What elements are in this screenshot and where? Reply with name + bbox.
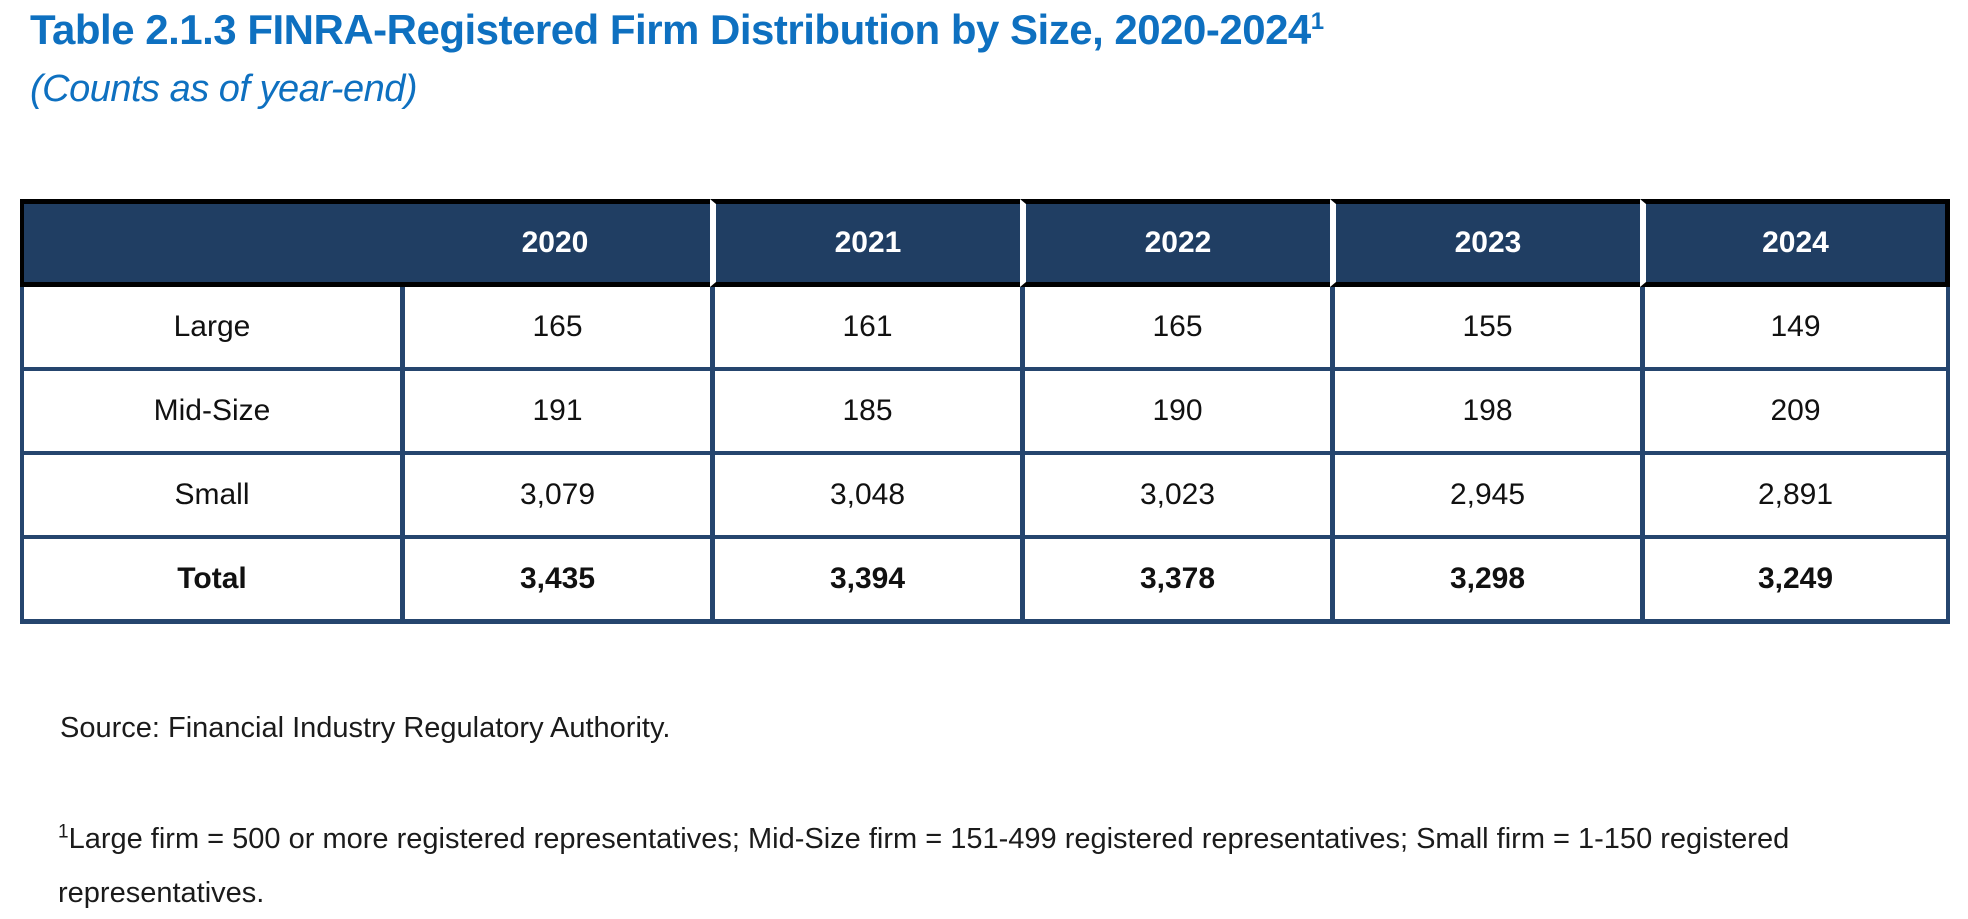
cell: 190	[1020, 371, 1330, 456]
column-header-2022: 2022	[1020, 199, 1330, 288]
cell: 2,891	[1640, 455, 1950, 540]
cell: 3,378	[1020, 539, 1330, 625]
cell: 3,079	[400, 455, 710, 540]
source-note: Source: Financial Industry Regulatory Au…	[60, 712, 671, 745]
cell: 191	[400, 371, 710, 456]
row-label: Large	[20, 287, 400, 372]
cell: 3,249	[1640, 539, 1950, 625]
corner-cell	[20, 199, 400, 288]
row-label: Mid-Size	[20, 371, 400, 456]
table-row-large: Large 165 161 165 155 149	[20, 287, 1950, 372]
cell: 3,023	[1020, 455, 1330, 540]
cell: 3,298	[1330, 539, 1640, 625]
cell: 198	[1330, 371, 1640, 456]
cell: 165	[400, 287, 710, 372]
page-title: Table 2.1.3 FINRA-Registered Firm Distri…	[30, 6, 1968, 54]
cell: 155	[1330, 287, 1640, 372]
cell: 2,945	[1330, 455, 1640, 540]
table-row-mid-size: Mid-Size 191 185 190 198 209	[20, 371, 1950, 456]
table-header-row: 2020 2021 2022 2023 2024	[20, 199, 1950, 288]
cell: 161	[710, 287, 1020, 372]
column-header-2024: 2024	[1640, 199, 1950, 288]
firm-distribution-table: 2020 2021 2022 2023 2024 Large 165 161 1…	[20, 199, 1950, 625]
table-row-small: Small 3,079 3,048 3,023 2,945 2,891	[20, 455, 1950, 540]
column-header-2021: 2021	[710, 199, 1020, 288]
page-subtitle: (Counts as of year-end)	[30, 68, 418, 111]
cell: 149	[1640, 287, 1950, 372]
title-footnote-marker: 1	[1310, 8, 1324, 35]
cell: 165	[1020, 287, 1330, 372]
cell: 3,048	[710, 455, 1020, 540]
cell: 3,394	[710, 539, 1020, 625]
footnote-marker: 1	[58, 821, 69, 843]
column-header-2023: 2023	[1330, 199, 1640, 288]
cell: 185	[710, 371, 1020, 456]
table-row-total: Total 3,435 3,394 3,378 3,298 3,249	[20, 539, 1950, 625]
column-header-2020: 2020	[400, 199, 710, 288]
cell: 209	[1640, 371, 1950, 456]
page-title-text: Table 2.1.3 FINRA-Registered Firm Distri…	[30, 6, 1311, 53]
footnote: 1Large firm = 500 or more registered rep…	[58, 813, 1943, 919]
row-label: Total	[20, 539, 400, 625]
cell: 3,435	[400, 539, 710, 625]
row-label: Small	[20, 455, 400, 540]
document-page: Table 2.1.3 FINRA-Registered Firm Distri…	[0, 6, 1968, 919]
footnote-text: Large firm = 500 or more registered repr…	[58, 823, 1790, 909]
